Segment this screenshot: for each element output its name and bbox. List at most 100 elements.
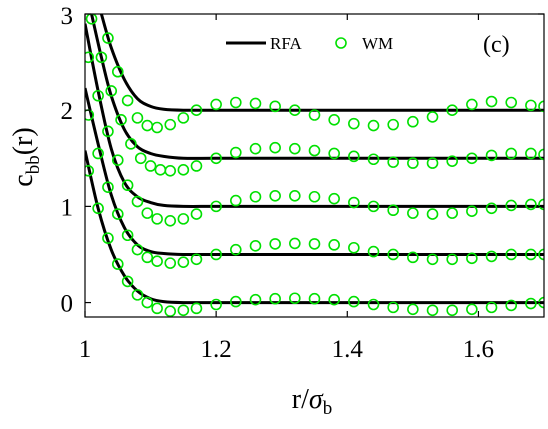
- x-tick-label: 1.6: [463, 336, 494, 363]
- data-point-wm: [387, 301, 399, 314]
- data-point-wm: [407, 157, 419, 169]
- series-line-rfa-0: [85, 150, 544, 305]
- data-point-wm: [538, 248, 544, 261]
- legend: RFA WM: [226, 34, 393, 53]
- data-point-wm: [485, 301, 498, 314]
- data-point-wm: [102, 32, 114, 44]
- data-point-wm: [538, 198, 544, 211]
- data-point-wm: [387, 248, 399, 261]
- legend-label-wm: WM: [362, 34, 393, 53]
- data-point-wm: [466, 152, 478, 165]
- data-point-wm: [177, 256, 190, 268]
- data-point-wm: [230, 243, 242, 256]
- data-point-wm: [348, 295, 360, 308]
- data-point-wm: [121, 94, 134, 107]
- data-point-wm: [367, 245, 380, 258]
- data-point-wm: [190, 253, 203, 266]
- data-point-wm: [328, 192, 340, 205]
- data-point-wm: [525, 99, 537, 112]
- data-point-wm: [269, 238, 281, 250]
- data-point-wm: [485, 250, 498, 263]
- data-point-wm: [164, 257, 177, 269]
- data-point-wm: [407, 303, 419, 316]
- data-point-wm: [121, 275, 134, 288]
- data-point-wm: [328, 239, 340, 251]
- data-point-wm: [151, 121, 163, 134]
- data-point-wm: [367, 298, 380, 311]
- data-point-wm: [111, 65, 124, 78]
- data-point-wm: [466, 205, 478, 217]
- data-point-wm: [141, 207, 154, 219]
- data-point-wm: [121, 229, 134, 242]
- data-point-wm: [134, 152, 147, 165]
- data-point-wm: [210, 200, 222, 213]
- data-point-wm: [308, 109, 321, 121]
- panel-label: (c): [483, 32, 510, 58]
- data-point-wm: [446, 104, 459, 116]
- data-point-wm: [131, 112, 144, 124]
- data-point-wm: [308, 144, 321, 157]
- data-point-wm: [151, 213, 163, 225]
- data-point-wm: [141, 119, 154, 132]
- data-point-wm: [115, 114, 127, 126]
- data-point-wm: [505, 299, 518, 312]
- data-point-wm: [505, 248, 518, 261]
- x-tick-label: 1: [79, 336, 92, 363]
- data-point-wm: [348, 117, 360, 130]
- data-point-wm: [328, 147, 340, 160]
- data-point-wm: [269, 190, 281, 202]
- data-point-wm: [95, 51, 108, 64]
- data-point-wm: [387, 204, 399, 217]
- data-point-wm: [348, 150, 360, 163]
- y-tick-label: 3: [61, 3, 74, 30]
- data-point-wm: [426, 157, 439, 169]
- data-point-wm: [210, 152, 222, 165]
- legend-label-rfa: RFA: [270, 34, 303, 53]
- data-point-wm: [466, 98, 478, 111]
- series-line-rfa-2: [85, 87, 544, 257]
- data-point-wm: [426, 253, 439, 266]
- data-point-wm: [85, 14, 98, 25]
- data-point-wm: [446, 304, 459, 317]
- data-point-wm: [111, 208, 124, 220]
- data-point-wm: [151, 302, 163, 315]
- y-tick-label: 1: [61, 194, 74, 221]
- data-point-wm: [154, 164, 167, 176]
- data-point-wm: [102, 181, 114, 193]
- data-point-wm: [525, 248, 537, 261]
- data-point-wm: [164, 164, 177, 177]
- x-tick-label: 1.2: [201, 336, 232, 363]
- data-point-wm: [367, 200, 380, 213]
- data-point-wm: [177, 213, 190, 225]
- data-point-wm: [144, 160, 157, 172]
- data-point-wm: [85, 164, 95, 177]
- data-point-wm: [538, 148, 544, 161]
- data-point-wm: [111, 154, 124, 167]
- data-point-wm: [121, 179, 134, 192]
- data-point-wm: [249, 240, 262, 252]
- data-point-wm: [407, 207, 419, 219]
- data-point-wm: [289, 292, 301, 305]
- plot-frame: [84, 13, 545, 318]
- data-point-wm: [525, 198, 537, 211]
- data-point-wm: [230, 146, 242, 159]
- data-point-wm: [426, 304, 439, 317]
- data-point-wm: [131, 195, 144, 208]
- data-point-wm: [164, 118, 177, 131]
- x-tick-label: 1.4: [332, 336, 364, 363]
- data-point-wm: [111, 258, 124, 270]
- data-point-wm: [141, 251, 154, 264]
- data-point-wm: [190, 208, 203, 220]
- data-point-wm: [210, 248, 222, 261]
- data-point-wm: [308, 238, 321, 250]
- data-point-wm: [466, 252, 478, 265]
- data-point-wm: [387, 118, 399, 131]
- data-point-wm: [485, 149, 498, 162]
- data-point-wm: [328, 114, 340, 126]
- data-point-wm: [269, 141, 281, 154]
- data-point-wm: [249, 190, 262, 203]
- y-tick-label: 2: [61, 98, 74, 125]
- data-point-wm: [102, 232, 114, 244]
- data-point-wm: [289, 142, 301, 155]
- data-point-wm: [485, 202, 498, 215]
